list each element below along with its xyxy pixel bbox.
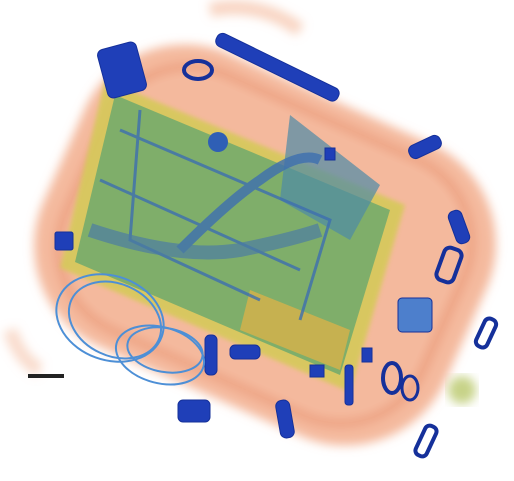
laptop-body: [75, 95, 390, 375]
ring: [182, 59, 214, 81]
circuit-line: [119, 128, 332, 321]
bag-handle: [208, 0, 305, 36]
cable-bundle: [87, 223, 323, 260]
plug: [177, 399, 211, 423]
cable-loops: [55, 273, 206, 386]
organic-item: [448, 376, 476, 404]
cable-loop: [67, 280, 163, 360]
chip: [309, 364, 325, 378]
clip: [473, 316, 499, 350]
chip: [324, 147, 336, 161]
ring: [400, 374, 420, 402]
laptop-circuits: [87, 109, 332, 321]
tube: [275, 399, 295, 439]
laptop-battery: [240, 290, 350, 370]
clip: [413, 423, 439, 459]
chip: [54, 231, 74, 251]
chip: [361, 347, 373, 363]
rod: [215, 32, 340, 102]
laptop-component: [208, 132, 228, 152]
connector: [97, 41, 147, 99]
cable-loop: [55, 273, 165, 363]
tube: [204, 334, 218, 376]
cable-bundle: [176, 152, 323, 254]
ring: [381, 361, 403, 395]
tube: [447, 209, 471, 245]
dark-bar: [28, 374, 64, 378]
bag-strap: [3, 327, 44, 377]
plug: [229, 344, 261, 360]
tube: [408, 134, 442, 160]
square-item: [397, 297, 433, 333]
rod: [344, 364, 354, 406]
cable-loop: [126, 326, 204, 374]
dense-items: [54, 32, 499, 459]
clip: [434, 245, 464, 285]
laptop: [60, 80, 405, 392]
